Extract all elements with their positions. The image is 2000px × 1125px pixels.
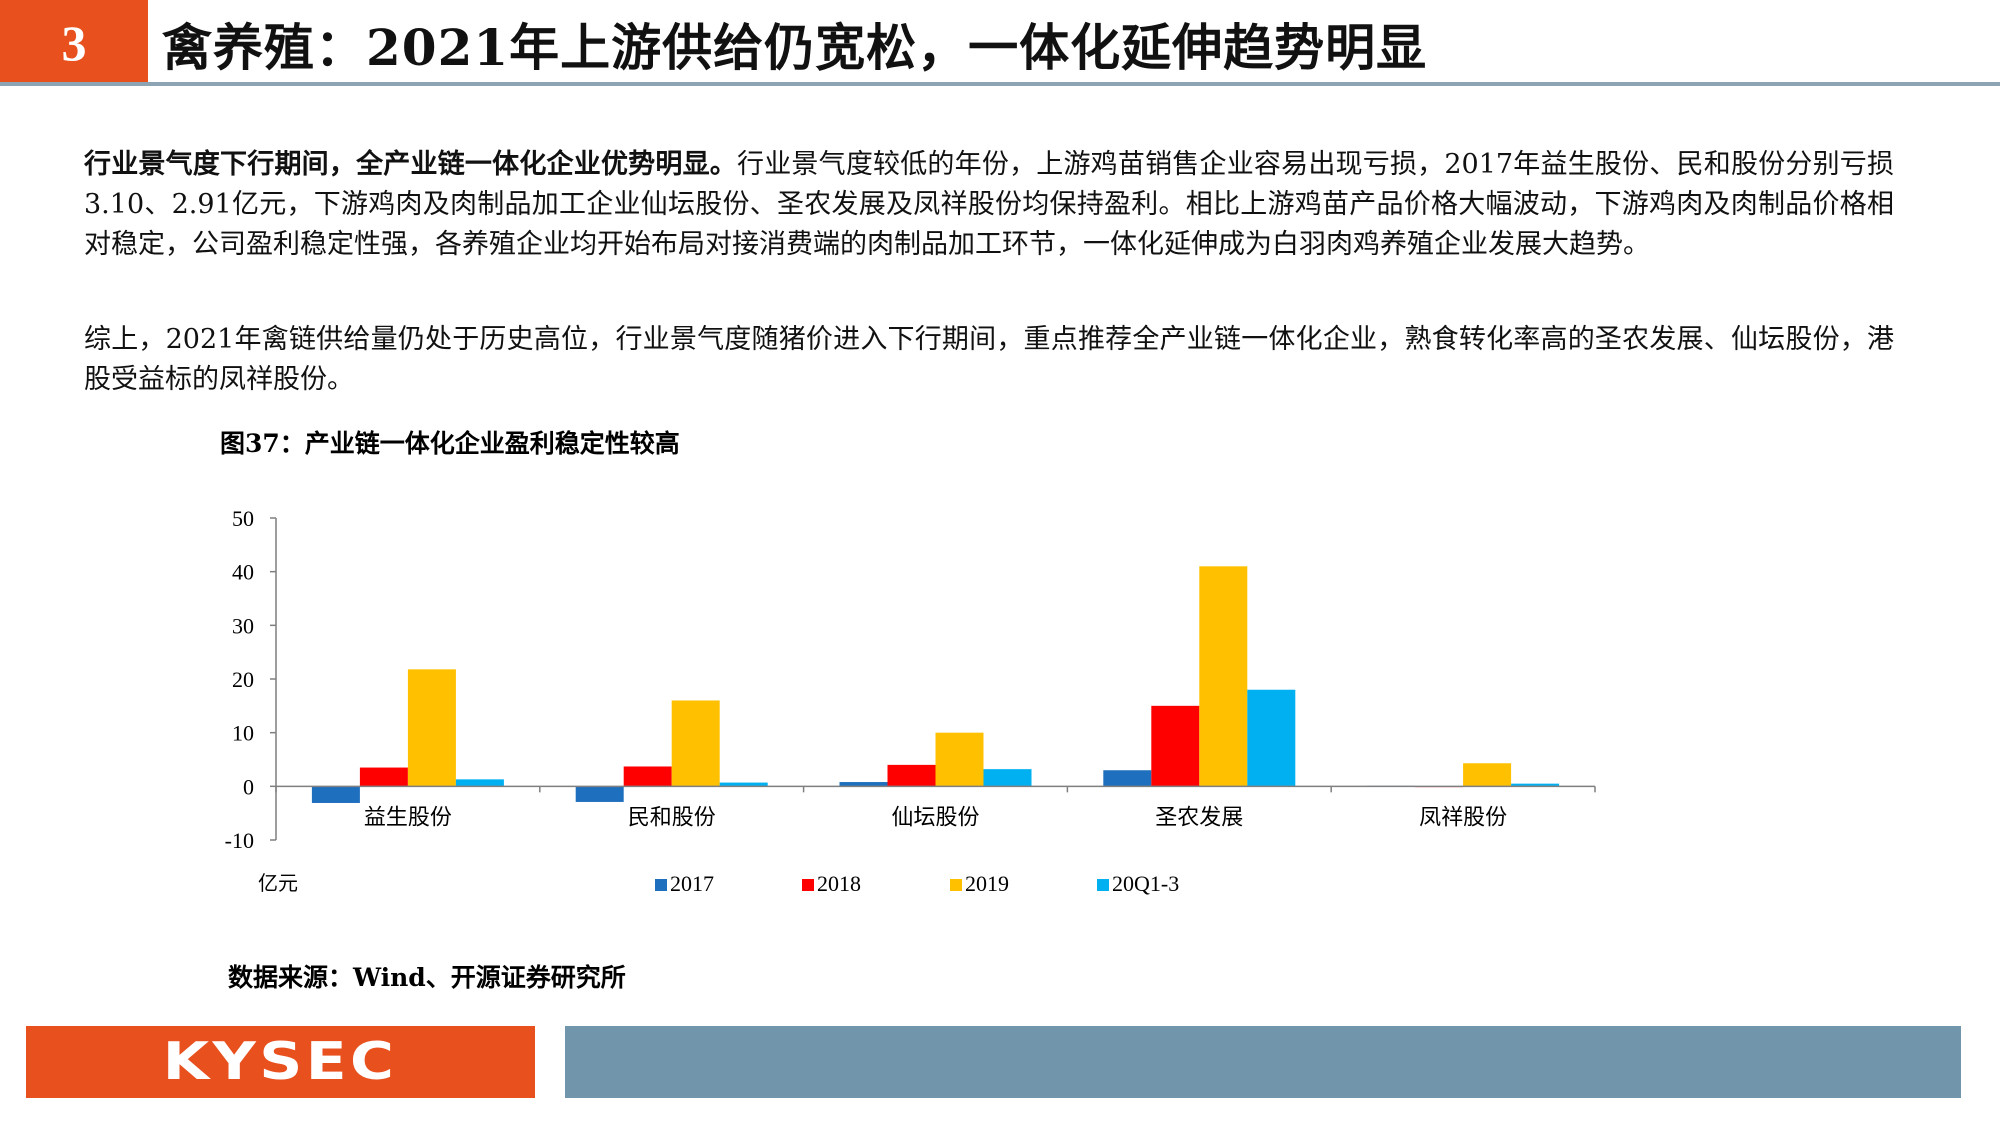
bar xyxy=(1511,783,1560,787)
page-title: 禽养殖：2021年上游供给仍宽松，一体化延伸趋势明显 xyxy=(162,18,1428,77)
header-divider xyxy=(0,82,2000,86)
paragraph-1-body: 行业景气度较低的年份，上游鸡苗销售企业容易出现亏损，2017年益生股份、民和股份… xyxy=(84,149,1894,260)
legend-label: 2018 xyxy=(817,871,861,896)
legend-label: 2017 xyxy=(670,871,714,896)
category-label: 民和股份 xyxy=(628,805,716,830)
category-label: 凤祥股份 xyxy=(1419,805,1507,830)
legend-swatch xyxy=(950,879,962,891)
y-tick-label: 20 xyxy=(232,667,254,692)
y-tick-label: -10 xyxy=(225,828,254,853)
y-tick-label: 40 xyxy=(232,560,254,585)
kysec-logo: KYSEC xyxy=(26,1026,535,1098)
y-tick-label: 50 xyxy=(232,506,254,531)
legend-swatch xyxy=(802,879,814,891)
category-label: 益生股份 xyxy=(364,805,452,830)
paragraph-1: 行业景气度下行期间，全产业链一体化企业优势明显。行业景气度较低的年份，上游鸡苗销… xyxy=(84,145,1894,265)
bar xyxy=(359,767,408,787)
paragraph-2: 综上，2021年禽链供给量仍处于历史高位，行业景气度随猪价进入下行期间，重点推荐… xyxy=(84,324,1894,395)
bar xyxy=(623,766,672,787)
legend-label: 20Q1-3 xyxy=(1112,871,1179,896)
bar xyxy=(575,786,624,802)
bar xyxy=(1463,763,1512,787)
bar xyxy=(887,764,936,787)
section-number: 3 xyxy=(0,0,148,86)
category-label: 仙坛股份 xyxy=(891,805,979,830)
legend-label: 2019 xyxy=(965,871,1009,896)
bar xyxy=(983,769,1032,787)
y-unit-label: 亿元 xyxy=(258,871,298,895)
bar xyxy=(1247,689,1296,787)
bar xyxy=(1151,705,1200,787)
figure-source: 数据来源：Wind、开源证券研究所 xyxy=(228,963,626,992)
paragraph-1-lead: 行业景气度下行期间，全产业链一体化企业优势明显。 xyxy=(84,149,737,180)
y-tick-label: 0 xyxy=(243,774,254,799)
logo-text: KYSEC xyxy=(163,1032,398,1092)
bar xyxy=(455,779,504,787)
header: 3 禽养殖：2021年上游供给仍宽松，一体化延伸趋势明显 xyxy=(0,0,2000,86)
category-label: 圣农发展 xyxy=(1155,805,1243,830)
bar xyxy=(1199,566,1248,787)
bar xyxy=(935,732,984,787)
legend-swatch xyxy=(655,879,667,891)
bar xyxy=(671,700,720,787)
bar xyxy=(719,782,768,787)
bar xyxy=(1103,770,1152,787)
legend-swatch xyxy=(1097,879,1109,891)
y-tick-label: 30 xyxy=(232,613,254,638)
bar xyxy=(407,669,456,787)
y-tick-label: 10 xyxy=(232,721,254,746)
figure-title: 图37：产业链一体化企业盈利稳定性较高 xyxy=(220,429,680,458)
bar xyxy=(311,786,360,803)
bar xyxy=(839,782,888,787)
footer-bar xyxy=(565,1026,1961,1098)
